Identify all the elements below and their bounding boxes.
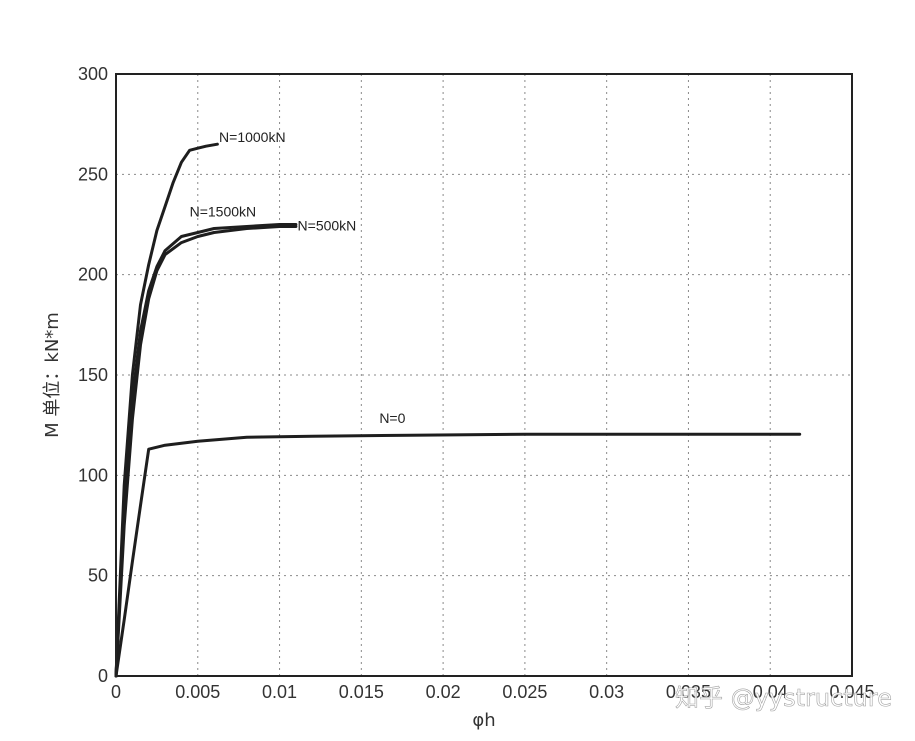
x-tick-label: 0.01	[262, 682, 297, 702]
x-tick-label: 0.025	[502, 682, 547, 702]
x-tick-label: 0.045	[829, 682, 874, 702]
series-line-0	[114, 142, 219, 678]
annotations: N=1000kN N=1500kN N=500kN N=0	[190, 129, 406, 426]
y-tick-label: 300	[78, 64, 108, 84]
series-annotation-2: N=500kN	[298, 218, 357, 234]
y-tick-label: 250	[78, 164, 108, 184]
x-tick-label: 0.02	[426, 682, 461, 702]
y-tick-label: 100	[78, 465, 108, 485]
x-tick-label: 0.005	[175, 682, 220, 702]
series-line-2	[114, 225, 298, 678]
tick-labels: 0 0.005 0.01 0.015 0.02 0.025 0.03 0.035 0.04 0.0…	[78, 64, 875, 702]
x-axis-label: φh	[472, 710, 495, 731]
y-tick-label: 50	[88, 566, 108, 586]
series-annotation-0: N=1000kN	[219, 129, 286, 145]
y-tick-label: 200	[78, 265, 108, 285]
x-tick-label: 0.035	[666, 682, 711, 702]
watermark: 知乎 @yystructure	[675, 684, 892, 712]
series-group	[114, 142, 802, 678]
plot-frame	[115, 73, 853, 677]
x-tick-label: 0	[111, 682, 121, 702]
x-tick-label: 0.04	[753, 682, 788, 702]
series-line-1	[114, 223, 298, 678]
x-tick-label: 0.015	[339, 682, 384, 702]
series-annotation-3: N=0	[379, 410, 405, 426]
y-tick-label: 0	[98, 666, 108, 686]
x-tick-label: 0.03	[589, 682, 624, 702]
y-tick-label: 150	[78, 365, 108, 385]
y-axis-label: M 单位：kN*m	[42, 312, 63, 438]
grid	[116, 74, 852, 676]
series-line-3	[114, 432, 802, 678]
series-annotation-1: N=1500kN	[190, 203, 257, 219]
